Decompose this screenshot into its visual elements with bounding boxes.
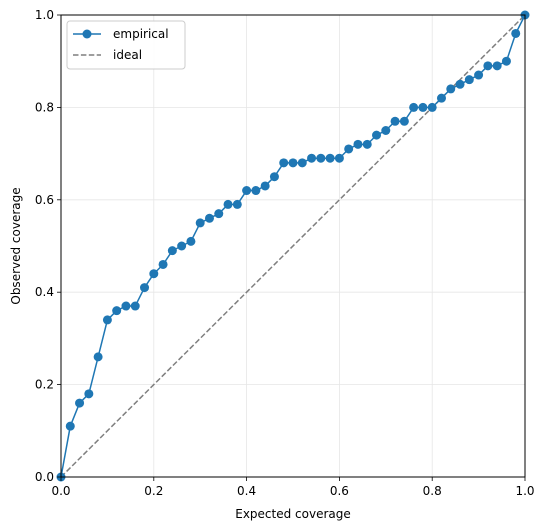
- y-tick-label: 0.2: [35, 378, 54, 392]
- x-tick-label: 0.4: [237, 484, 256, 498]
- empirical-point: [140, 283, 150, 293]
- empirical-points: [56, 10, 530, 482]
- y-tick-label: 0.0: [35, 470, 54, 484]
- empirical-point: [149, 269, 159, 279]
- y-tick-label: 0.6: [35, 193, 54, 207]
- empirical-point: [418, 102, 428, 112]
- empirical-point: [446, 84, 456, 94]
- x-tick-label: 0.2: [144, 484, 163, 498]
- empirical-point: [511, 28, 521, 38]
- legend-ideal-label: ideal: [113, 48, 142, 62]
- empirical-point: [204, 213, 214, 223]
- y-axis-ticks: 0.0 0.2 0.4 0.6 0.8 1.0: [35, 8, 61, 484]
- empirical-point: [436, 93, 446, 103]
- empirical-point: [186, 236, 196, 246]
- x-tick-label: 0.8: [423, 484, 442, 498]
- empirical-point: [177, 241, 187, 251]
- empirical-point: [102, 315, 112, 325]
- empirical-point: [158, 259, 168, 269]
- empirical-point: [214, 209, 224, 219]
- empirical-point: [381, 126, 391, 135]
- empirical-point: [65, 421, 75, 431]
- empirical-point: [455, 79, 465, 89]
- x-axis-ticks: 0.0 0.2 0.4 0.6 0.8 1.0: [51, 477, 535, 498]
- empirical-point: [399, 116, 409, 126]
- empirical-point: [112, 306, 122, 316]
- empirical-point: [84, 389, 94, 399]
- empirical-point: [223, 199, 233, 209]
- y-tick-label: 0.8: [35, 100, 54, 114]
- empirical-point: [372, 130, 382, 140]
- empirical-point: [232, 199, 242, 209]
- y-tick-label: 1.0: [35, 8, 54, 22]
- empirical-point: [501, 56, 511, 66]
- empirical-point: [195, 218, 205, 228]
- y-axis-label: Observed coverage: [9, 187, 23, 304]
- x-tick-label: 0.0: [51, 484, 70, 498]
- empirical-point: [242, 186, 252, 196]
- empirical-point: [279, 158, 289, 168]
- empirical-point: [353, 139, 363, 149]
- empirical-point: [492, 61, 502, 71]
- y-tick-label: 0.4: [35, 285, 54, 299]
- empirical-point: [334, 153, 344, 163]
- legend-box: [66, 20, 186, 70]
- empirical-point: [474, 70, 484, 80]
- empirical-point: [464, 75, 474, 85]
- empirical-point: [483, 61, 493, 71]
- x-tick-label: 1.0: [515, 484, 534, 498]
- plot-frame: [60, 14, 526, 478]
- empirical-point: [390, 116, 400, 126]
- empirical-point: [121, 301, 131, 311]
- empirical-point: [260, 181, 270, 191]
- empirical-point: [316, 153, 326, 163]
- empirical-point: [307, 153, 317, 163]
- empirical-point: [93, 352, 103, 362]
- empirical-point: [251, 186, 261, 196]
- grid-lines: [60, 14, 526, 478]
- legend-empirical-marker: [82, 29, 92, 39]
- empirical-point: [130, 301, 140, 311]
- empirical-point: [297, 158, 307, 168]
- legend-empirical-label: empirical: [113, 27, 169, 41]
- empirical-point: [288, 158, 298, 168]
- empirical-point: [362, 139, 372, 149]
- empirical-point: [409, 102, 419, 112]
- empirical-point: [325, 153, 335, 163]
- x-tick-label: 0.6: [330, 484, 349, 498]
- empirical-point: [344, 144, 354, 154]
- empirical-point: [427, 102, 437, 112]
- empirical-point: [167, 246, 177, 256]
- legend: empirical ideal: [66, 20, 186, 70]
- empirical-point: [75, 398, 85, 408]
- empirical-point: [269, 172, 279, 182]
- x-axis-label: Expected coverage: [235, 507, 351, 521]
